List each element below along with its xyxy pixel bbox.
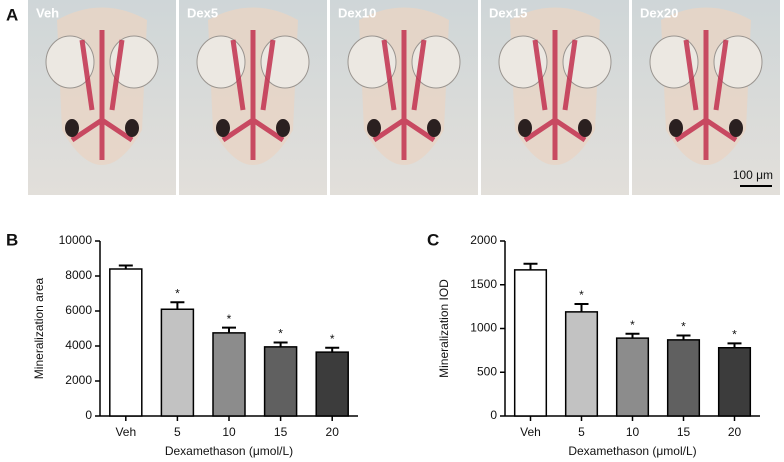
panel-label: A — [6, 5, 18, 24]
bar — [564, 311, 599, 417]
y-tick-label: 500 — [477, 364, 497, 378]
y-tick-label: 1000 — [470, 321, 497, 335]
x-tick-label: Veh — [115, 425, 136, 439]
y-tick-label: 8000 — [65, 268, 92, 282]
x-tick-label: 10 — [626, 425, 640, 439]
image-label: Dex20 — [640, 5, 678, 20]
otolith — [276, 119, 290, 137]
y-tick-label: 0 — [85, 408, 92, 422]
bar — [666, 339, 701, 417]
x-tick-label: 20 — [326, 425, 340, 439]
significance-mark: * — [175, 286, 180, 300]
stained-cartilage — [372, 30, 436, 160]
significance-mark: * — [227, 312, 232, 326]
x-tick-label: 15 — [677, 425, 691, 439]
x-tick-label: 10 — [222, 425, 236, 439]
y-tick-label: 4000 — [65, 338, 92, 352]
stained-cartilage — [221, 30, 285, 160]
x-axis-label: Dexamethason (μmol/L) — [568, 444, 696, 458]
otolith — [427, 119, 441, 137]
y-tick-label: 1500 — [470, 277, 497, 291]
image-label: Veh — [36, 5, 59, 20]
y-axis-label: Mineralization area — [32, 277, 46, 379]
x-tick-label: 15 — [274, 425, 288, 439]
significance-mark: * — [330, 332, 335, 346]
y-tick-label: 2000 — [65, 373, 92, 387]
y-axis-label: Mineralization IOD — [437, 279, 451, 378]
bar — [315, 351, 349, 417]
otolith — [578, 119, 592, 137]
otolith — [518, 119, 532, 137]
significance-mark: * — [278, 327, 283, 341]
y-tick-label: 10000 — [59, 233, 93, 247]
image-label: Dex10 — [338, 5, 376, 20]
bar — [109, 268, 143, 417]
otolith — [669, 119, 683, 137]
bar — [160, 308, 195, 417]
scale-bar-label: 100 μm — [733, 168, 773, 182]
x-tick-label: 20 — [728, 425, 742, 439]
otolith — [216, 119, 230, 137]
otolith — [367, 119, 381, 137]
otolith — [65, 119, 79, 137]
bar — [615, 337, 650, 417]
bar — [717, 347, 752, 417]
x-axis-label: Dexamethason (μmol/L) — [165, 444, 293, 458]
y-tick-label: 2000 — [470, 233, 497, 247]
otolith — [125, 119, 139, 137]
significance-mark: * — [681, 320, 686, 334]
bar — [263, 346, 298, 417]
panel-label: B — [6, 230, 18, 249]
bar — [513, 269, 548, 417]
x-tick-label: 5 — [578, 425, 585, 439]
significance-mark: * — [732, 328, 737, 342]
stained-cartilage — [674, 30, 738, 160]
stained-cartilage — [70, 30, 134, 160]
x-tick-label: 5 — [174, 425, 181, 439]
stained-cartilage — [523, 30, 587, 160]
y-tick-label: 6000 — [65, 303, 92, 317]
otolith — [729, 119, 743, 137]
image-label: Dex15 — [489, 5, 527, 20]
y-tick-label: 0 — [490, 408, 497, 422]
x-tick-label: Veh — [520, 425, 541, 439]
panel-label: C — [427, 230, 439, 249]
significance-mark: * — [630, 318, 635, 332]
significance-mark: * — [579, 288, 584, 302]
bar — [212, 332, 246, 417]
image-label: Dex5 — [187, 5, 218, 20]
